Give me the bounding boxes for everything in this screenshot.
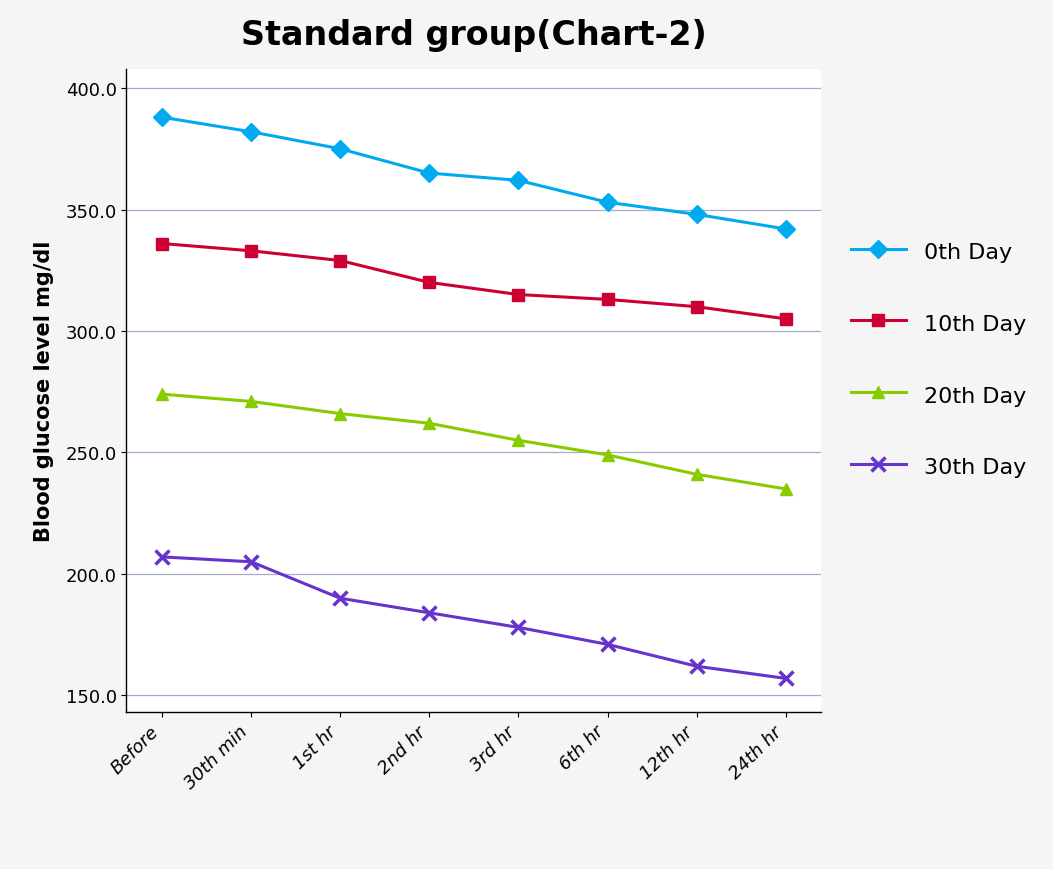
10th Day xyxy=(244,246,257,256)
Title: Standard group(Chart-2): Standard group(Chart-2) xyxy=(241,18,707,51)
30th Day xyxy=(779,673,792,684)
20th Day xyxy=(691,469,703,480)
10th Day xyxy=(601,295,614,305)
20th Day xyxy=(423,419,436,429)
20th Day xyxy=(244,397,257,408)
Line: 10th Day: 10th Day xyxy=(156,238,792,326)
30th Day xyxy=(512,622,524,633)
10th Day xyxy=(512,290,524,301)
10th Day xyxy=(156,239,168,249)
10th Day xyxy=(334,256,346,267)
0th Day xyxy=(423,169,436,179)
0th Day xyxy=(691,210,703,221)
20th Day xyxy=(334,409,346,420)
0th Day xyxy=(156,113,168,123)
0th Day xyxy=(334,144,346,155)
10th Day xyxy=(691,302,703,313)
0th Day xyxy=(779,224,792,235)
20th Day xyxy=(779,484,792,494)
Line: 30th Day: 30th Day xyxy=(155,550,793,686)
Y-axis label: Blood glucose level mg/dl: Blood glucose level mg/dl xyxy=(35,241,55,541)
30th Day xyxy=(423,608,436,619)
0th Day xyxy=(244,128,257,138)
0th Day xyxy=(512,176,524,186)
Legend: 0th Day, 10th Day, 20th Day, 30th Day: 0th Day, 10th Day, 20th Day, 30th Day xyxy=(839,229,1037,489)
30th Day xyxy=(601,640,614,650)
30th Day xyxy=(156,552,168,562)
0th Day xyxy=(601,198,614,209)
20th Day xyxy=(601,450,614,461)
10th Day xyxy=(423,278,436,289)
30th Day xyxy=(244,557,257,567)
10th Day xyxy=(779,315,792,325)
20th Day xyxy=(156,389,168,400)
Line: 20th Day: 20th Day xyxy=(156,388,792,495)
Line: 0th Day: 0th Day xyxy=(156,112,792,235)
30th Day xyxy=(691,661,703,672)
20th Day xyxy=(512,435,524,446)
30th Day xyxy=(334,594,346,604)
